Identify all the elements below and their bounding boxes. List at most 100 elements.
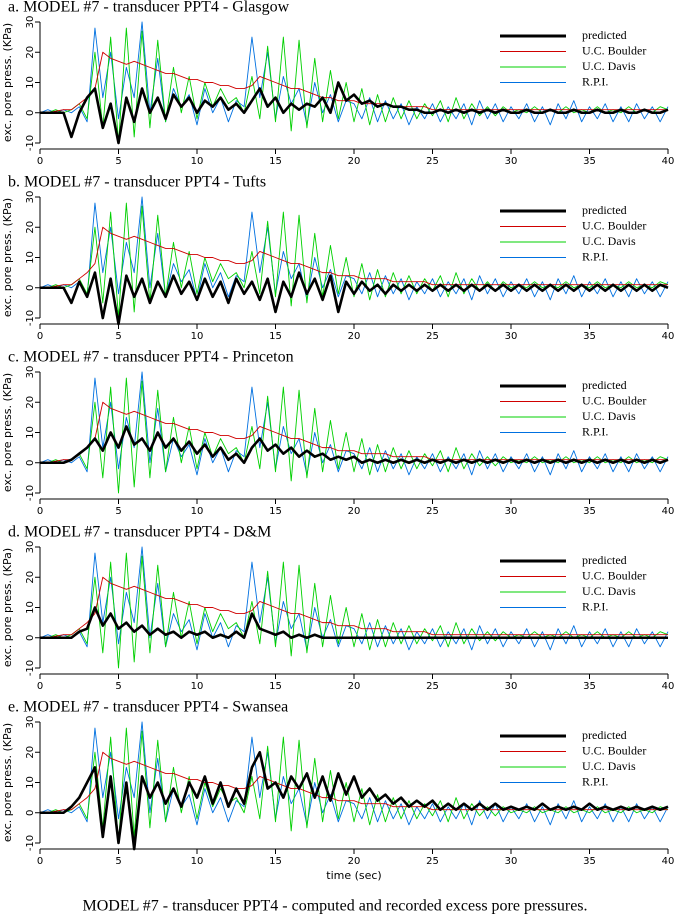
x-tick-label: 25 — [426, 331, 439, 342]
x-tick-label: 5 — [115, 331, 121, 342]
x-tick-label: 5 — [115, 506, 121, 517]
x-tick-label: 15 — [269, 506, 282, 517]
x-tick-label: 0 — [37, 156, 43, 167]
series-line — [40, 271, 669, 326]
y-tick-label: 0 — [25, 635, 36, 641]
x-tick-label: 35 — [583, 156, 596, 167]
series-line — [40, 606, 668, 640]
series-line — [40, 27, 669, 144]
x-tick-label: 30 — [505, 506, 518, 517]
x-tick-label: 10 — [191, 856, 204, 867]
series-line — [40, 727, 669, 844]
x-tick-label: 35 — [583, 331, 596, 342]
series-line — [40, 202, 669, 319]
panel-title: d. MODEL #7 - transducer PPT4 - D&M — [8, 524, 271, 541]
series-line — [40, 51, 668, 114]
legend-label: U.C. Boulder — [582, 218, 646, 232]
legend-label: U.C. Davis — [582, 234, 636, 248]
legend-label: R.P.I. — [582, 249, 608, 263]
caption: MODEL #7 - transducer PPT4 - computed an… — [82, 898, 587, 915]
y-tick-label: -10 — [25, 135, 36, 151]
legend-label: U.C. Davis — [582, 584, 636, 598]
x-tick-label: 25 — [426, 856, 439, 867]
y-tick-label: 30 — [25, 716, 36, 729]
y-tick-label: -10 — [25, 485, 36, 501]
y-tick-label: 0 — [25, 810, 36, 816]
legend-label: R.P.I. — [582, 74, 608, 88]
series-line — [39, 721, 669, 826]
y-tick-label: 0 — [25, 460, 36, 466]
x-tick-label: 40 — [662, 856, 675, 867]
legend-label: U.C. Davis — [582, 59, 636, 73]
x-tick-label: 10 — [191, 681, 204, 692]
x-tick-label: 20 — [348, 856, 361, 867]
x-tick-label: 10 — [191, 506, 204, 517]
legend-label: predicted — [582, 203, 627, 217]
y-axis-label: exc. pore press. (KPa) — [1, 23, 14, 142]
x-tick-label: 0 — [37, 856, 43, 867]
y-tick-label: 30 — [25, 191, 36, 204]
series-line — [40, 552, 669, 669]
legend-label: predicted — [582, 28, 627, 42]
x-tick-label: 40 — [662, 331, 675, 342]
series-line — [40, 81, 669, 145]
x-tick-label: 20 — [348, 156, 361, 167]
x-tick-label: 35 — [583, 506, 596, 517]
legend-label: U.C. Boulder — [582, 43, 646, 57]
y-tick-label: -10 — [25, 660, 36, 676]
y-tick-label: 20 — [25, 46, 36, 59]
x-tick-label: 20 — [348, 331, 361, 342]
panel-title: e. MODEL #7 - transducer PPT4 - Swansea — [8, 699, 288, 716]
y-tick-label: 10 — [25, 76, 36, 89]
y-axis-label: exc. pore press. (KPa) — [1, 198, 14, 317]
x-tick-label: 15 — [269, 156, 282, 167]
panel-title: c. MODEL #7 - transducer PPT4 - Princeto… — [8, 349, 294, 366]
y-axis-label: exc. pore press. (KPa) — [1, 548, 14, 667]
series-line — [40, 425, 669, 465]
x-tick-label: 35 — [583, 856, 596, 867]
y-tick-label: 20 — [25, 221, 36, 234]
panel-title: a. MODEL #7 - transducer PPT4 - Glasgow — [8, 0, 290, 16]
x-tick-label: 40 — [662, 681, 675, 692]
y-tick-label: 30 — [25, 16, 36, 29]
series-line — [40, 576, 668, 639]
y-tick-label: -10 — [25, 310, 36, 326]
x-tick-label: 5 — [115, 156, 121, 167]
x-tick-label: 10 — [191, 156, 204, 167]
y-tick-label: 20 — [25, 746, 36, 759]
x-tick-label: 35 — [583, 681, 596, 692]
x-tick-label: 30 — [505, 681, 518, 692]
x-tick-label: 0 — [37, 331, 43, 342]
x-tick-label: 30 — [505, 856, 518, 867]
legend-label: predicted — [582, 378, 627, 392]
series-line — [40, 226, 668, 289]
series-line — [39, 196, 669, 301]
x-tick-label: 0 — [37, 681, 43, 692]
series-line — [40, 750, 669, 851]
series-line — [39, 371, 669, 476]
y-tick-label: -10 — [25, 835, 36, 851]
legend-label: U.C. Boulder — [582, 743, 646, 757]
x-tick-label: 25 — [426, 156, 439, 167]
y-axis-label: exc. pore press. (KPa) — [1, 723, 14, 842]
legend-label: U.C. Davis — [582, 409, 636, 423]
x-tick-label: 40 — [662, 506, 675, 517]
y-tick-label: 30 — [25, 541, 36, 554]
y-tick-label: 0 — [25, 285, 36, 291]
y-tick-label: 30 — [25, 366, 36, 379]
x-axis-label: time (sec) — [326, 869, 381, 882]
panel-title: b. MODEL #7 - transducer PPT4 - Tufts — [8, 174, 266, 191]
y-tick-label: 10 — [25, 601, 36, 614]
series-line — [40, 377, 669, 494]
legend-label: R.P.I. — [582, 774, 608, 788]
legend-label: R.P.I. — [582, 424, 608, 438]
y-axis-label: exc. pore press. (KPa) — [1, 373, 14, 492]
x-tick-label: 25 — [426, 506, 439, 517]
y-tick-label: 0 — [25, 110, 36, 116]
x-tick-label: 40 — [662, 156, 675, 167]
x-tick-label: 15 — [269, 856, 282, 867]
x-tick-label: 10 — [191, 331, 204, 342]
x-tick-label: 30 — [505, 156, 518, 167]
